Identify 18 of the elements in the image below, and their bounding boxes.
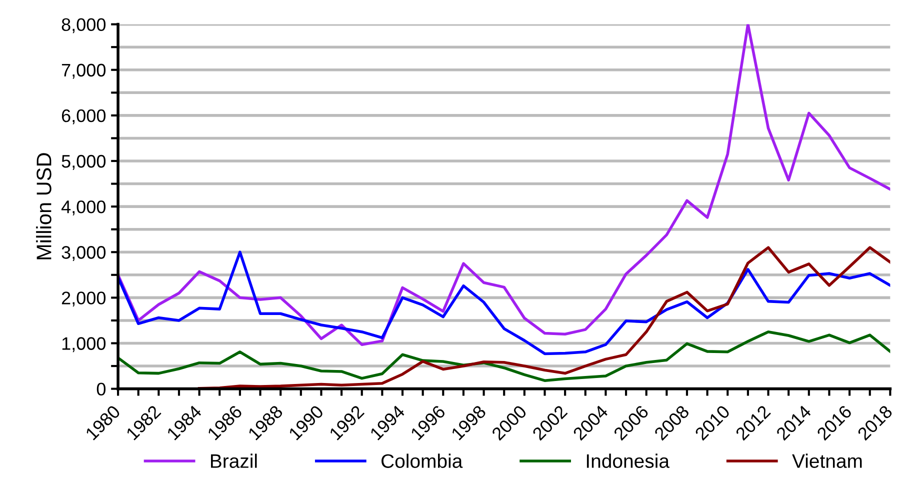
y-tick-label: 1,000: [62, 337, 106, 352]
y-tick-label: 2,000: [62, 292, 106, 307]
y-axis-title: Million USD: [36, 153, 52, 260]
line-series: [118, 250, 890, 356]
y-tick-label: 8,000: [62, 18, 106, 34]
y-tick-label: 5,000: [62, 154, 106, 170]
y-tick-label: 6,000: [62, 109, 106, 124]
y-tick-label: 7,000: [62, 64, 106, 79]
line-series: [118, 24, 890, 346]
y-tick-label: 3,000: [62, 246, 106, 261]
legend-label: Colombia: [382, 454, 463, 468]
legend-label: Indonesia: [586, 454, 670, 468]
line-series: [118, 330, 890, 382]
legend-label: Brazil: [211, 454, 257, 468]
line-series: [198, 246, 890, 389]
legend-label: Vietnam: [792, 454, 862, 468]
y-tick-label: 4,000: [61, 200, 106, 216]
y-tick-label: 0: [96, 382, 106, 396]
